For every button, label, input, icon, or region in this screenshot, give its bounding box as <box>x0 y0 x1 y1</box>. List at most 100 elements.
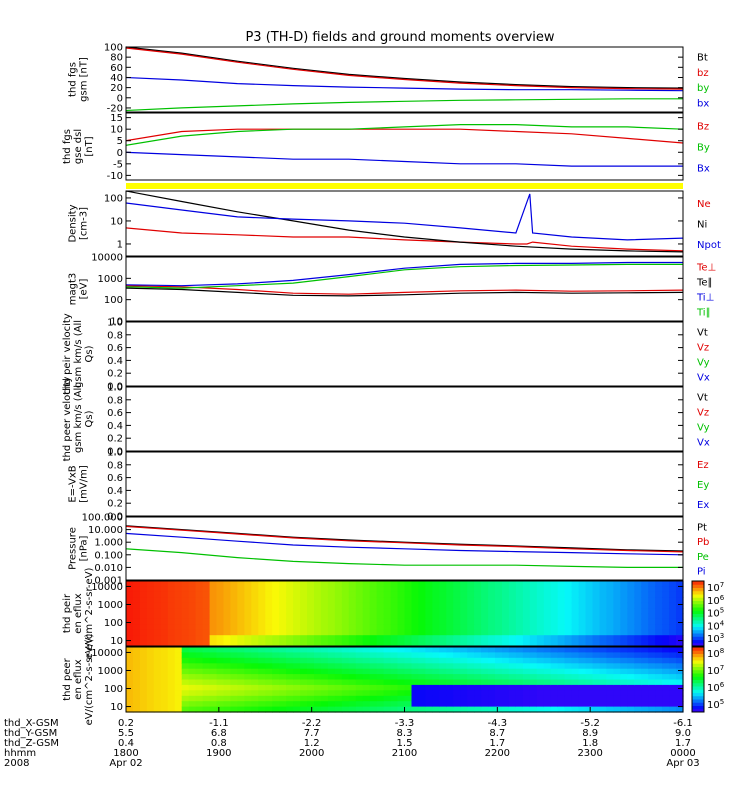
spectrogram-cell <box>320 663 329 670</box>
spectrogram-cell <box>662 647 670 653</box>
spectrogram-cell <box>641 679 649 686</box>
spectrogram-cell <box>320 624 329 631</box>
spectrogram-cell <box>585 640 594 647</box>
y-tick-label: 100 <box>104 684 123 695</box>
spectrogram-cell <box>446 602 454 609</box>
colorbar-cell <box>692 650 704 654</box>
spectrogram-cell <box>286 679 294 686</box>
spectrogram-cell <box>557 602 566 609</box>
spectrogram-cell <box>655 586 663 593</box>
spectrogram-cell <box>181 652 190 659</box>
spectrogram-cell <box>481 684 489 691</box>
spectrogram-cell <box>202 591 211 598</box>
spectrogram-cell <box>390 657 399 664</box>
spectrogram-cell <box>195 647 204 653</box>
spectrogram-cell <box>272 706 280 713</box>
spectrogram-cell <box>536 591 545 598</box>
spectrogram-cell <box>265 690 273 697</box>
spectrogram-cell <box>522 684 531 691</box>
spectrogram-cell <box>244 613 252 620</box>
spectrogram-cell <box>307 663 315 670</box>
spectrogram-cell <box>669 663 677 670</box>
spectrogram-cell <box>508 602 517 609</box>
spectrogram-cell <box>397 602 406 609</box>
spectrogram-cell <box>676 618 684 625</box>
spectrogram-cell <box>216 586 225 593</box>
spectrogram-cell <box>502 597 510 604</box>
spectrogram-cell <box>655 674 663 681</box>
spectrogram-cell <box>139 629 148 636</box>
y-axis-label-line: gsm km/s (All <box>73 385 84 453</box>
spectrogram-cell <box>209 586 218 593</box>
spectrogram-cell <box>669 695 677 702</box>
spectrogram-cell <box>397 690 406 697</box>
x-axis-value: 1800 <box>113 748 138 759</box>
spectrogram-cell <box>383 624 392 631</box>
spectrogram-cell <box>592 690 601 697</box>
spectrogram-cell <box>648 679 656 686</box>
spectrogram-cell <box>251 652 259 659</box>
spectrogram-cell <box>599 647 608 653</box>
spectrogram-cell <box>460 581 468 587</box>
colorbar-cell <box>692 629 704 634</box>
spectrogram-cell <box>522 635 531 642</box>
spectrogram-cell <box>348 679 357 686</box>
spectrogram-cell <box>641 706 649 713</box>
spectrogram-cell <box>536 674 545 681</box>
spectrogram-cell <box>571 684 580 691</box>
spectrogram-cell <box>167 613 176 620</box>
spectrogram-cell <box>258 591 266 598</box>
spectrogram-cell <box>620 679 628 686</box>
spectrogram-cell <box>550 652 559 659</box>
spectrogram-cell <box>599 597 608 604</box>
spectrogram-cell <box>376 602 385 609</box>
spectrogram-cell <box>126 613 134 620</box>
legend-entry-Vy: Vy <box>697 358 710 369</box>
spectrogram-cell <box>418 597 426 604</box>
spectrogram-cell <box>502 674 510 681</box>
spectrogram-cell <box>139 690 148 697</box>
spectrogram-cell <box>648 647 656 653</box>
spectrogram-cell <box>620 652 628 659</box>
spectrogram-cell <box>195 640 204 647</box>
spectrogram-cell <box>355 657 364 664</box>
spectrogram-cell <box>467 602 475 609</box>
spectrogram-cell <box>286 701 294 708</box>
spectrogram-cell <box>397 608 406 615</box>
spectrogram-cell <box>606 602 614 609</box>
spectrogram-cell <box>362 701 371 708</box>
spectrogram-cell <box>439 652 447 659</box>
spectrogram-cell <box>230 618 238 625</box>
spectrogram-cell <box>620 597 628 604</box>
spectrogram-cell <box>432 690 440 697</box>
spectrogram-cell <box>585 624 594 631</box>
panel-frame <box>125 580 684 647</box>
spectrogram-cell <box>286 674 294 681</box>
spectrogram-cell <box>376 586 385 593</box>
spectrogram-cell <box>425 668 433 675</box>
spectrogram-cell <box>272 674 280 681</box>
spectrogram-cell <box>327 663 336 670</box>
spectrogram-cell <box>488 706 496 713</box>
spectrogram-cell <box>474 657 482 664</box>
spectrogram-cell <box>502 706 510 713</box>
spectrogram-cell <box>502 695 510 702</box>
spectrogram-cell <box>481 635 489 642</box>
spectrogram-cell <box>188 629 197 636</box>
spectrogram-cell <box>258 613 266 620</box>
spectrogram-cell <box>390 647 399 653</box>
spectrogram-cell <box>564 684 573 691</box>
spectrogram-cell <box>439 647 447 653</box>
spectrogram-cell <box>153 663 162 670</box>
spectrogram-cell <box>369 706 378 713</box>
spectrogram-cell <box>481 679 489 686</box>
spectrogram-cell <box>320 597 329 604</box>
spectrogram-cell <box>418 591 426 598</box>
spectrogram-cell <box>453 695 461 702</box>
spectrogram-cell <box>404 668 413 675</box>
spectrogram-cell <box>376 668 385 675</box>
y-tick-label: 0.6 <box>107 343 123 354</box>
spectrogram-cell <box>369 613 378 620</box>
spectrogram-cell <box>411 657 420 664</box>
legend-entry-Vy: Vy <box>697 423 710 434</box>
